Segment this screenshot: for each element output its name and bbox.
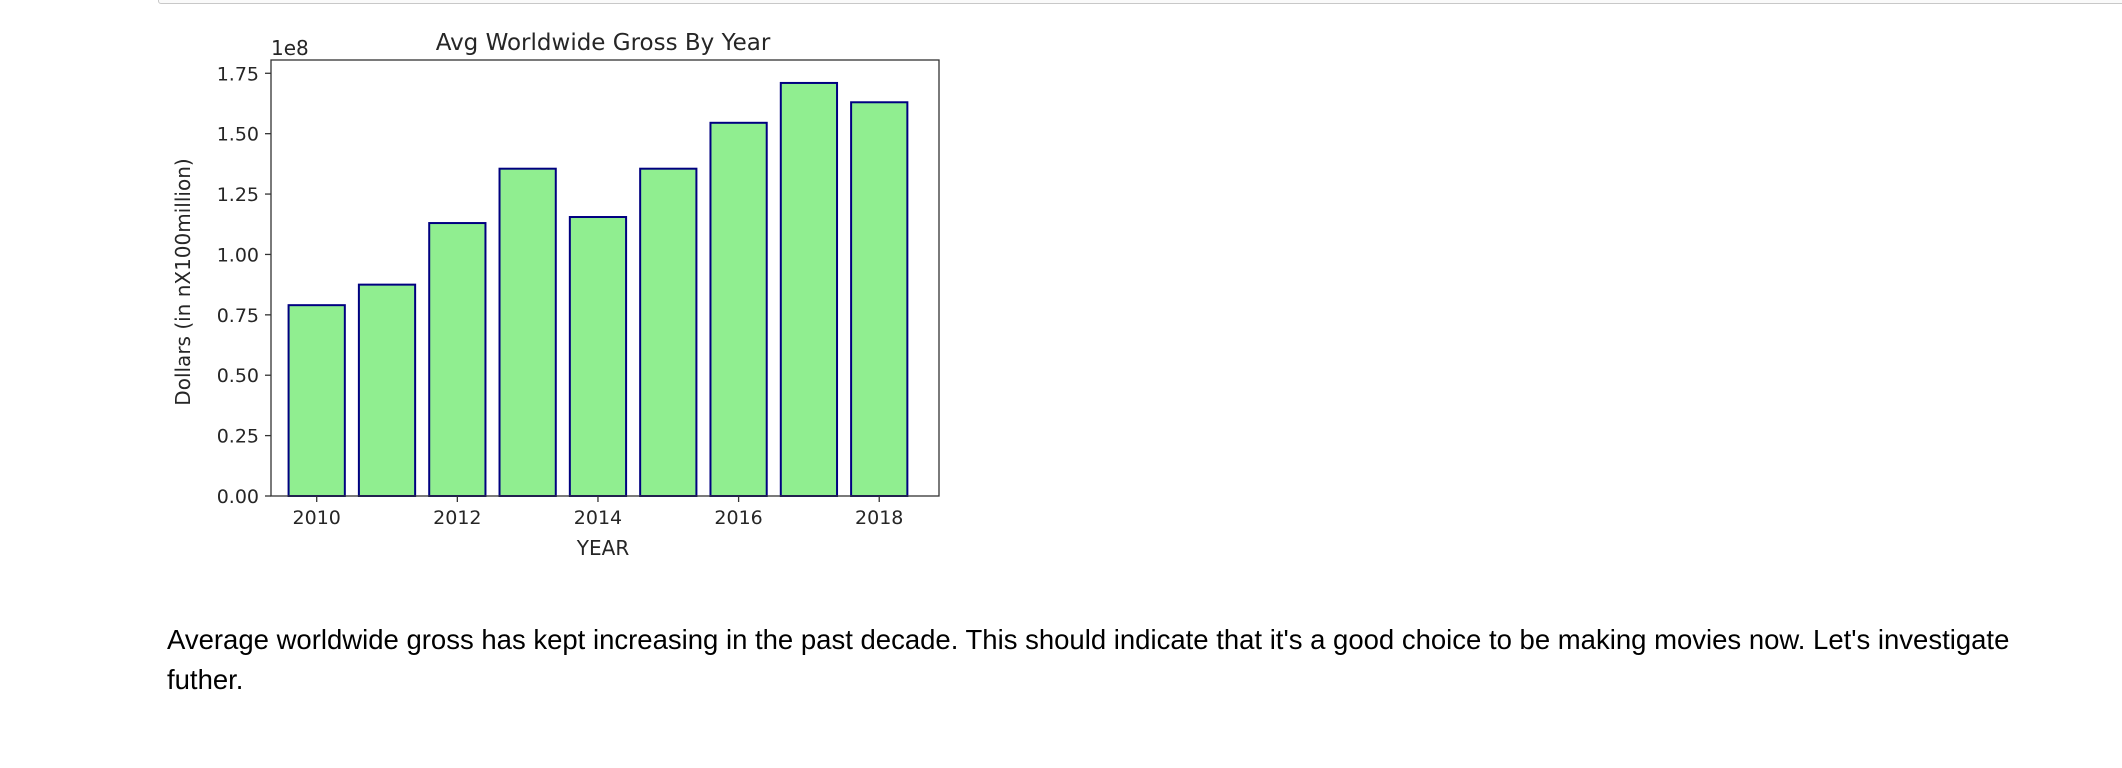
y-tick-label: 1.50 xyxy=(217,124,259,146)
markdown-cell: Average worldwide gross has kept increas… xyxy=(167,620,2087,700)
x-tick-label: 2018 xyxy=(855,507,903,529)
x-tick-label: 2016 xyxy=(714,507,762,529)
axes-layer: 0.00 0.25 0.50 0.75 1.00 1.25 1.50 1.75 2010 2012… xyxy=(217,59,940,529)
y-tick-label: 0.00 xyxy=(217,486,259,508)
previous-cell-border xyxy=(158,0,2122,4)
y-tick-label: 1.75 xyxy=(217,63,259,85)
bar-2012 xyxy=(428,222,487,498)
y-tick-label: 1.00 xyxy=(217,244,259,266)
cell-output-area: 0.00 0.25 0.50 0.75 1.00 1.25 1.50 1.75 2010 2012… xyxy=(160,20,960,580)
x-tick-label: 2014 xyxy=(574,507,622,529)
x-tick-label: 2012 xyxy=(433,507,481,529)
y-tick-label: 1.25 xyxy=(217,184,259,206)
bar-2010 xyxy=(287,304,346,498)
x-tick-label: 2010 xyxy=(293,507,341,529)
y-axis-offset-text: 1e8 xyxy=(271,36,309,60)
y-tick-label: 0.75 xyxy=(217,305,259,327)
bar-2015 xyxy=(639,167,698,497)
y-axis-label: Dollars (in nX100million) xyxy=(171,158,195,405)
bar-2013 xyxy=(498,167,557,497)
chart-title: Avg Worldwide Gross By Year xyxy=(436,30,771,56)
bar-2018 xyxy=(850,101,909,498)
y-tick-label: 0.25 xyxy=(217,426,259,448)
y-tick-label: 0.50 xyxy=(217,365,259,387)
bar-2014 xyxy=(568,216,628,497)
bar-2011 xyxy=(357,283,417,498)
bar-2017 xyxy=(779,81,839,497)
bar-chart: 0.00 0.25 0.50 0.75 1.00 1.25 1.50 1.75 2010 2012… xyxy=(171,30,940,560)
markdown-paragraph: Average worldwide gross has kept increas… xyxy=(167,624,2010,695)
bar-2016 xyxy=(709,121,768,498)
bars-layer xyxy=(287,81,909,498)
plot-frame xyxy=(270,59,940,497)
x-axis-label: YEAR xyxy=(576,536,630,560)
